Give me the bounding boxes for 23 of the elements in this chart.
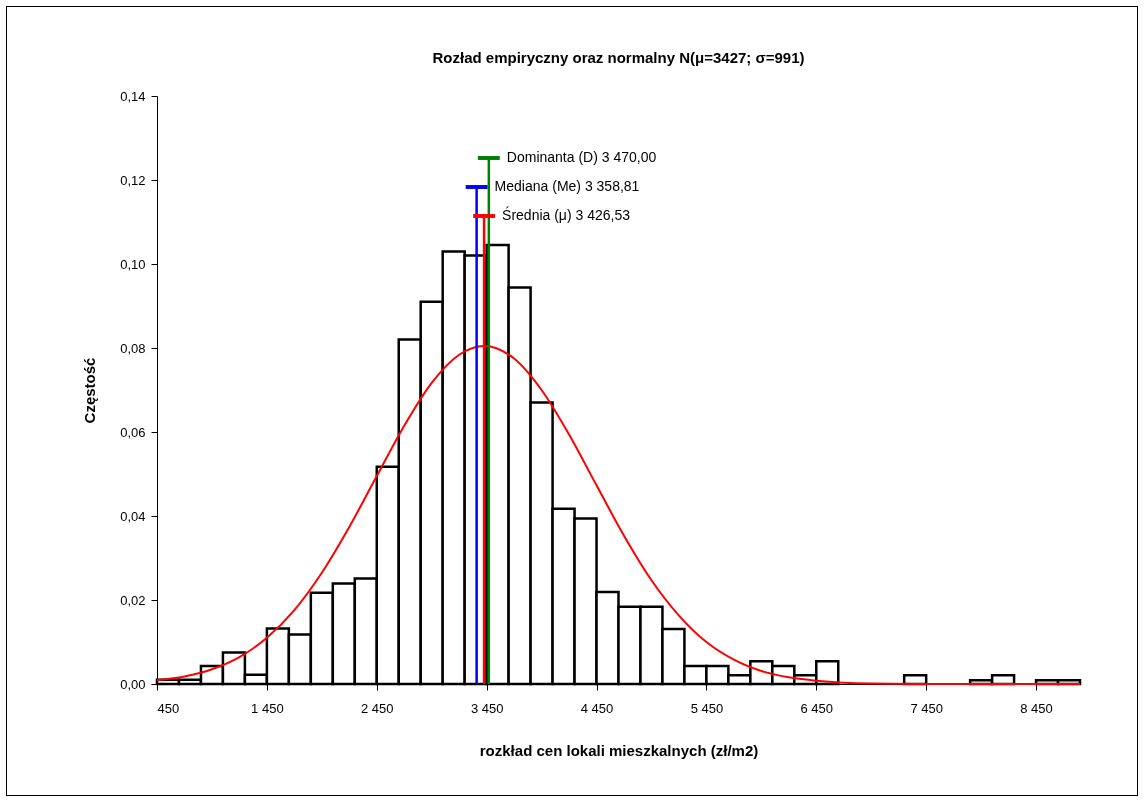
y-tick-label: 0,12 [120, 172, 146, 188]
x-tick-label: 1 450 [251, 700, 284, 716]
y-tick-label: 0,00 [120, 676, 146, 692]
x-tick-label: 450 [157, 700, 180, 716]
chart-title: Rozład empiryczny oraz normalny N(μ=3427; σ=991) [432, 49, 805, 66]
y-tick-label: 0,04 [120, 508, 146, 524]
y-tick-label: 0,08 [120, 340, 146, 356]
x-tick-label: 8 450 [1020, 700, 1053, 716]
x-tick-label: 7 450 [910, 700, 943, 716]
x-tick-label: 5 450 [690, 700, 724, 716]
x-tick-label: 6 450 [800, 700, 834, 716]
y-tick-label: 0,14 [120, 88, 146, 104]
ref-line-label: Średnia (μ) 3 426,53 [502, 206, 631, 223]
ref-line-label: Dominanta (D) 3 470,00 [506, 149, 657, 165]
x-tick-label: 3 450 [470, 700, 504, 716]
y-tick-label: 0,06 [120, 424, 146, 440]
x-tick-label: 2 450 [360, 700, 394, 716]
ref-line-label: Mediana (Me) 3 358,81 [494, 178, 640, 194]
y-tick-label: 0,10 [120, 256, 146, 272]
x-axis-title: rozkład cen lokali mieszkalnych (zł/m2) [479, 741, 759, 759]
x-tick-label: 4 450 [580, 700, 614, 716]
y-axis-title: Częstość [81, 357, 99, 424]
y-tick-label: 0,02 [120, 592, 146, 608]
